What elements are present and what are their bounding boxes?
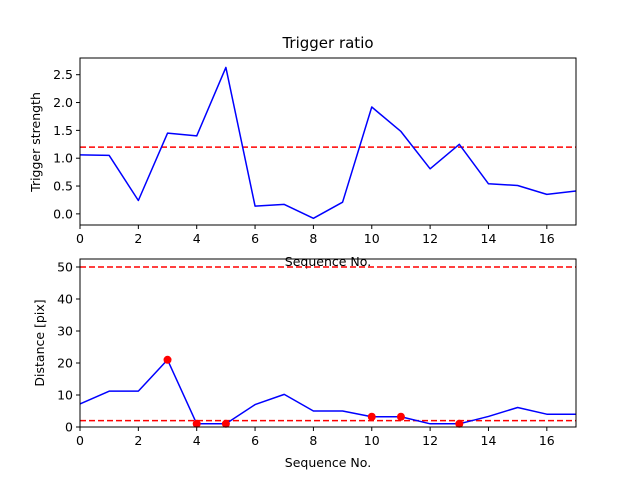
x-tick-label: 4 [193, 231, 201, 246]
data-point-marker [192, 419, 201, 428]
y-tick-label: 2.0 [53, 95, 73, 110]
x-tick-label: 12 [422, 433, 438, 448]
y-axis-label: Distance [pix] [32, 299, 47, 386]
x-tick-label: 14 [481, 433, 497, 448]
x-axis-label: Sequence No. [285, 455, 371, 470]
x-tick-label: 10 [364, 433, 380, 448]
data-point-marker [221, 419, 230, 428]
x-tick-label: 16 [539, 433, 555, 448]
x-tick-label: 2 [134, 433, 142, 448]
reference-lines [80, 266, 576, 422]
data-point-marker [367, 412, 376, 421]
axes-frame [79, 258, 577, 428]
y-tick-label: 1.0 [53, 151, 73, 166]
trigger-ratio-chart: Trigger ratio Sequence No. Trigger stren… [28, 34, 577, 269]
y-tick-label: 0 [65, 420, 73, 435]
y-tick-label: 30 [57, 324, 73, 339]
series-line [79, 66, 577, 220]
x-tick-label: 10 [364, 231, 380, 246]
x-tick-label: 0 [76, 231, 84, 246]
data-point-marker [455, 419, 464, 428]
tick-group: 0 2 4 6 8 10 12 14 16 0 10 20 30 40 50 [57, 260, 555, 449]
x-tick-label: 8 [309, 231, 317, 246]
series-group [79, 359, 576, 425]
y-tick-label: 1.5 [53, 123, 73, 138]
x-tick-label: 0 [76, 433, 84, 448]
y-tick-label: 50 [57, 260, 73, 275]
x-tick-label: 14 [481, 231, 497, 246]
chart-title: Trigger ratio [281, 34, 373, 52]
tick-group: 0 2 4 6 8 10 12 14 16 0.0 0.5 1.0 1.5 2.0 2.5 [53, 67, 555, 246]
series-group [79, 66, 577, 220]
axes-frame [79, 57, 577, 226]
y-tick-label: 0.5 [53, 179, 73, 194]
data-point-marker [163, 355, 172, 364]
y-tick-label: 20 [57, 356, 73, 371]
distance-chart: Sequence No. Distance [pix] 0 2 4 6 8 10 12 14 1… [32, 258, 577, 470]
x-tick-label: 2 [134, 231, 142, 246]
x-tick-label: 16 [539, 231, 555, 246]
y-tick-label: 2.5 [53, 67, 73, 82]
x-tick-label: 6 [251, 433, 259, 448]
series-line [79, 359, 576, 425]
x-axis-label: Sequence No. [285, 254, 371, 269]
y-axis-label: Trigger strength [28, 92, 43, 193]
y-tick-label: 10 [57, 388, 73, 403]
x-tick-label: 12 [422, 231, 438, 246]
x-tick-label: 4 [193, 433, 201, 448]
x-tick-label: 6 [251, 231, 259, 246]
y-tick-label: 0.0 [53, 206, 73, 221]
data-point-marker [396, 412, 405, 421]
y-tick-label: 40 [57, 292, 73, 307]
x-tick-label: 8 [309, 433, 317, 448]
marker-group [163, 355, 464, 428]
